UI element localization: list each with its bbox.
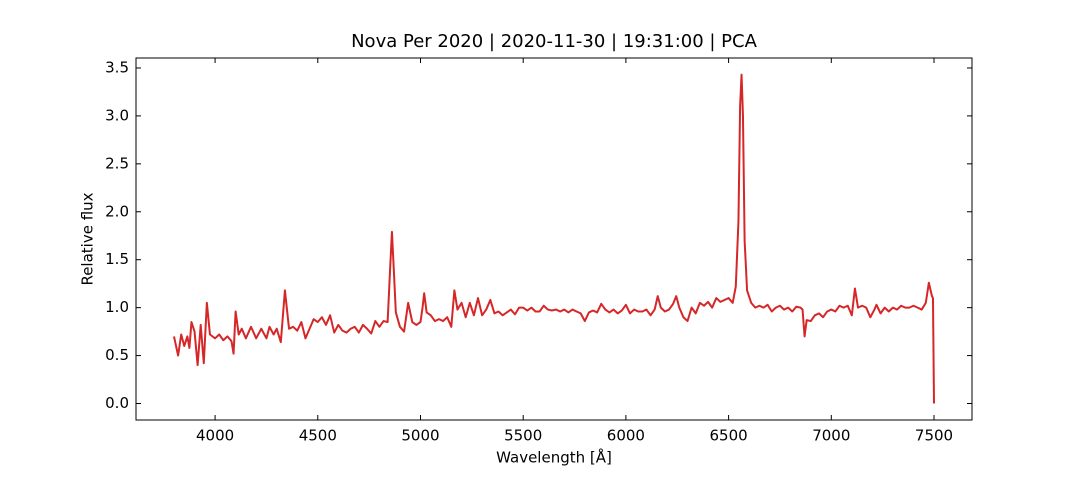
y-tick-label: 0.5 <box>105 346 129 364</box>
y-axis-label: Relative flux <box>79 192 97 285</box>
y-tick-label: 3.5 <box>105 58 129 76</box>
x-tick-label: 7000 <box>812 427 850 445</box>
plot-frame <box>135 57 973 421</box>
x-tick-label: 6500 <box>710 427 748 445</box>
x-tick-label: 5000 <box>401 427 439 445</box>
y-tick-label: 2.0 <box>105 202 129 220</box>
y-tick-label: 1.5 <box>105 250 129 268</box>
spectrum-line <box>173 73 935 404</box>
y-tick-label: 2.5 <box>105 154 129 172</box>
x-tick-label: 7500 <box>915 427 953 445</box>
x-axis-label: Wavelength [Å] <box>496 448 612 467</box>
y-tick-label: 1.0 <box>105 298 129 316</box>
x-tick-label: 4000 <box>196 427 234 445</box>
x-tick-label: 4500 <box>299 427 337 445</box>
y-tick-label: 3.0 <box>105 106 129 124</box>
x-tick-label: 6000 <box>607 427 645 445</box>
y-tick-label: 0.0 <box>105 394 129 412</box>
chart-title: Nova Per 2020 | 2020-11-30 | 19:31:00 | … <box>351 31 757 52</box>
x-tick-label: 5500 <box>504 427 542 445</box>
